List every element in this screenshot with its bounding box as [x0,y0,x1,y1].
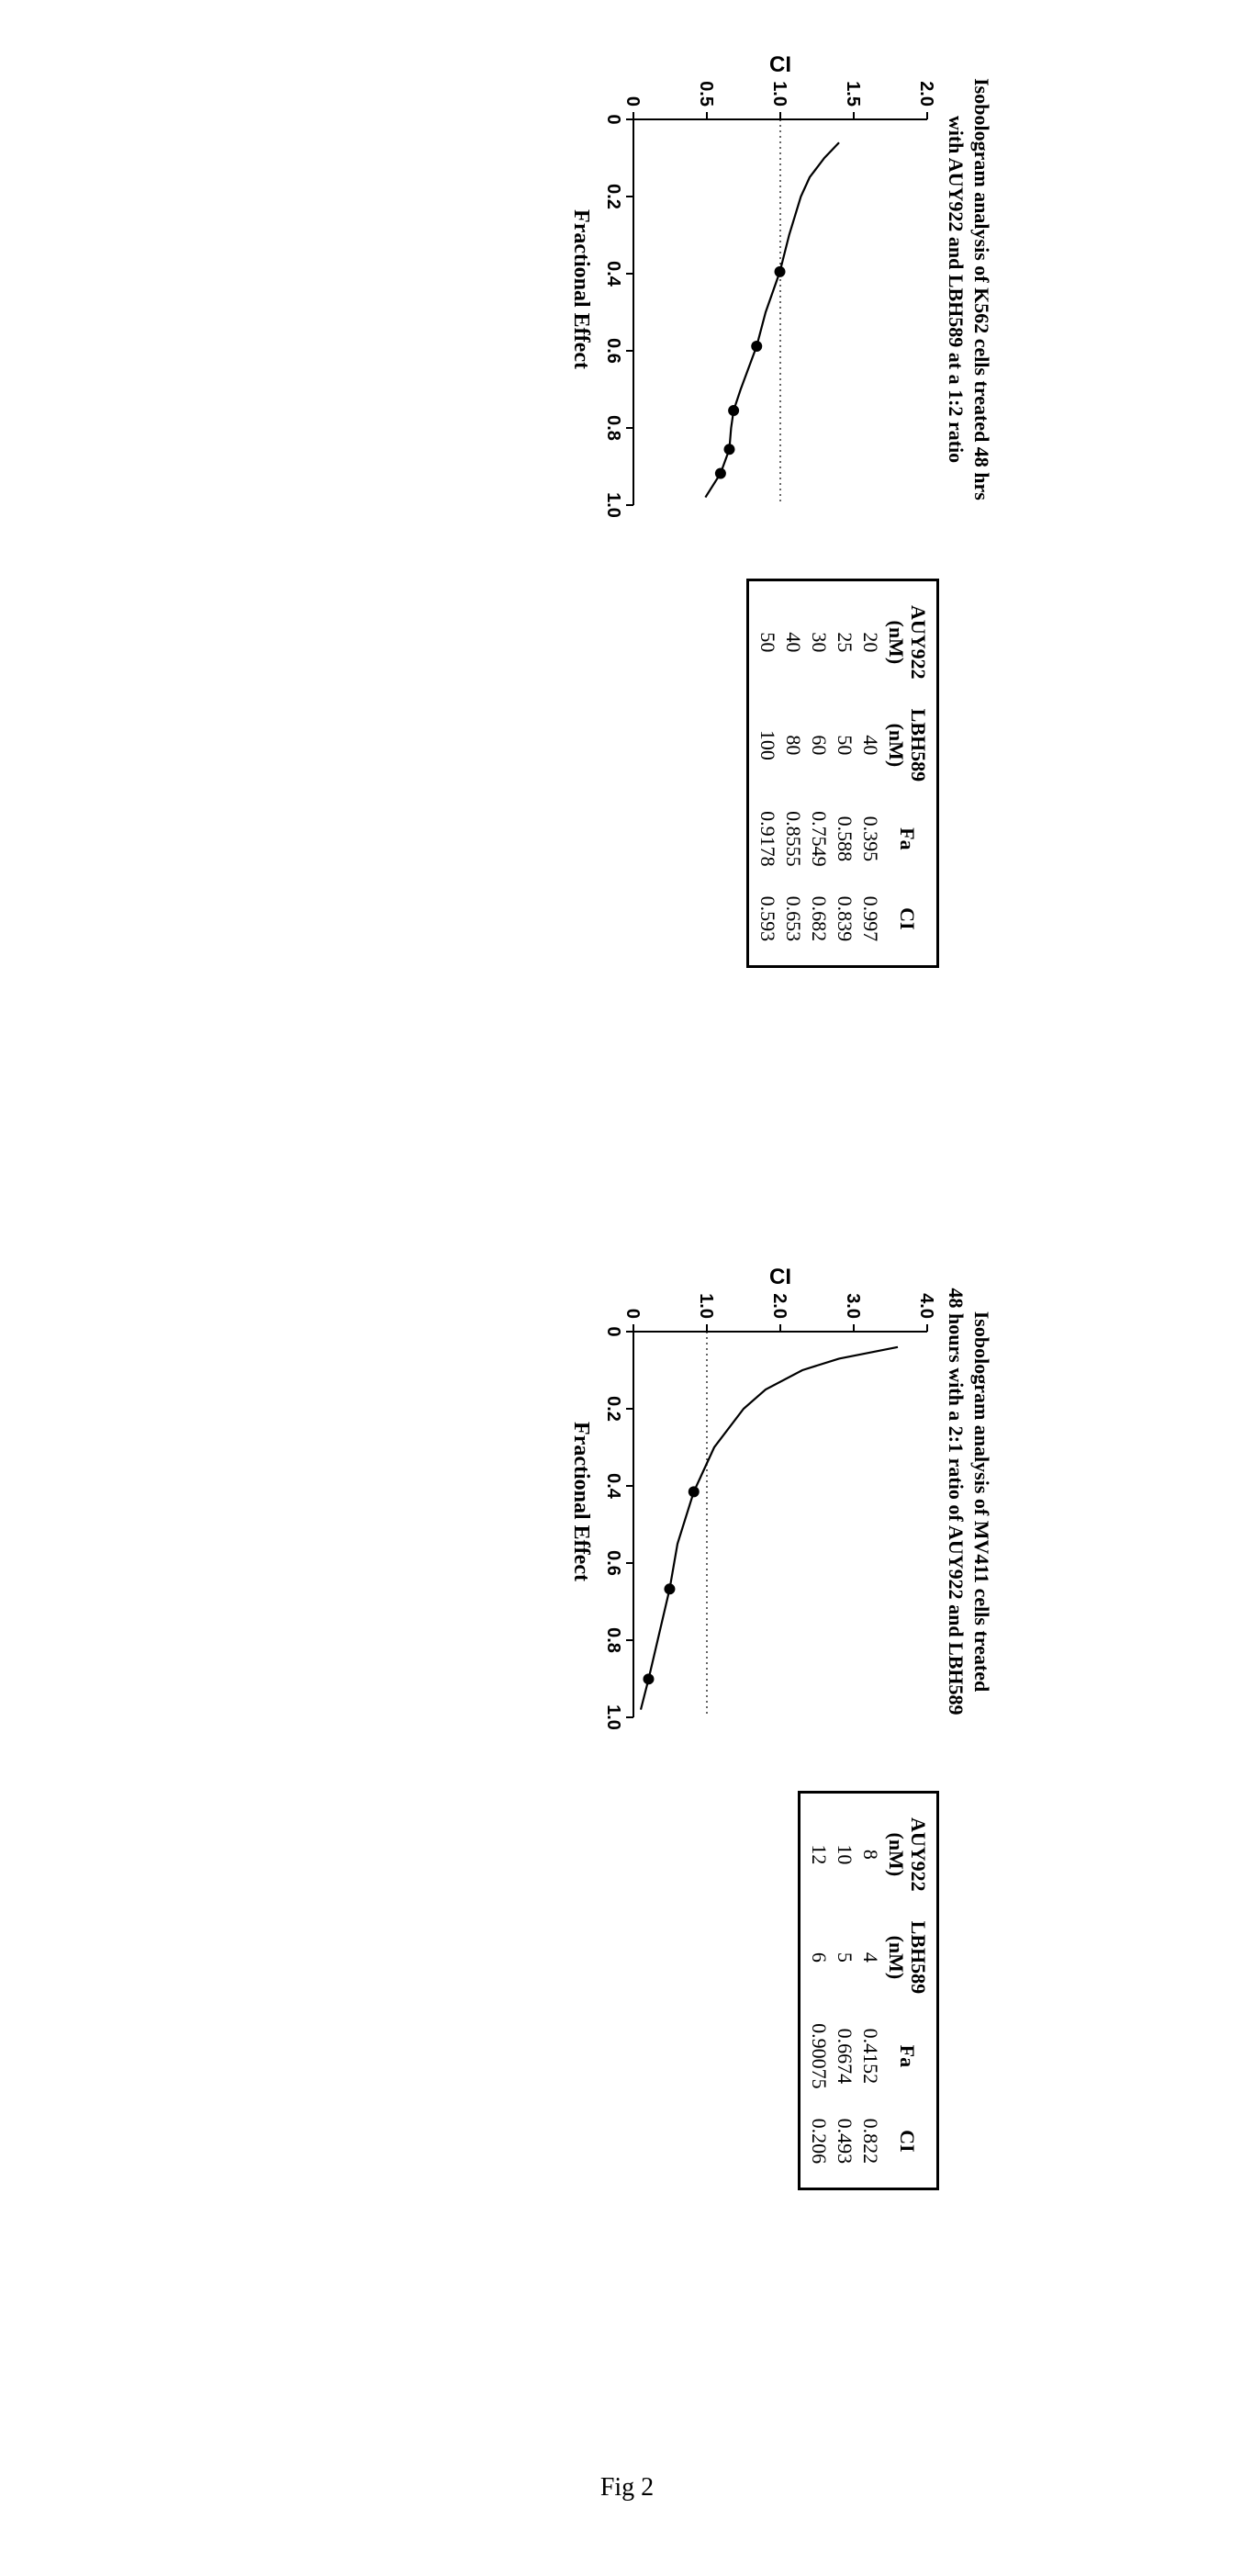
svg-text:0.5: 0.5 [696,81,716,107]
svg-text:0.6: 0.6 [603,338,623,364]
table-row: 20400.3950.997 [857,591,883,956]
svg-text:1.5: 1.5 [843,81,863,107]
table-cell: 20 [857,591,883,694]
chart-title-line1: Isobologram analysis of MV411 cells trea… [970,1311,993,1693]
svg-text:1.0: 1.0 [769,81,789,107]
table-cell: 0.7549 [806,796,832,882]
panel-inner: Isobologram analysis of K562 cells treat… [568,55,994,1157]
chart-title-line1: Isobologram analysis of K562 cells treat… [970,78,993,501]
chart-svg-mv411: 0 0.2 0.4 0.6 0.8 1.0 0 1.0 2.0 3.0 4.0 CI [597,1267,936,1736]
chart-svg-k562: 0 0.2 0.4 0.6 0.8 1.0 0 0.5 1.0 1.5 2.0 CI [597,55,936,523]
svg-text:0.4: 0.4 [603,1473,623,1500]
chart-title-line2: with AUY922 and LBH589 at a 1:2 ratio [946,116,968,463]
table-cell: 25 [832,591,857,694]
figure-label: Fig 2 [600,2473,654,2503]
table-header: CI [883,2104,931,2179]
table-header: LBH589(nM) [883,694,931,796]
panel-mv411: Isobologram analysis of MV411 cells trea… [568,1267,994,2369]
table-header: LBH589(nM) [883,1907,931,2008]
svg-text:0.2: 0.2 [603,1396,623,1422]
table-row: 40800.85550.653 [780,591,806,956]
table-row: 1260.900750.206 [806,1803,832,2178]
table-cell: 0.682 [806,882,832,957]
table-header: Fa [883,2008,931,2104]
table-wrap-k562: AUY922(nM)LBH589(nM)FaCI20400.3950.99725… [746,579,939,968]
table-header: CI [883,882,931,957]
table-cell: 0.6674 [832,2008,857,2104]
data-table-k562: AUY922(nM)LBH589(nM)FaCI20400.3950.99725… [755,591,931,956]
table-header: AUY922(nM) [883,591,931,694]
table-header: Fa [883,796,931,882]
table-cell: 4 [857,1907,883,2008]
chart-title-line2: 48 hours with a 2:1 ratio of AUY922 and … [946,1288,968,1715]
svg-text:1.0: 1.0 [603,1704,623,1730]
svg-text:2.0: 2.0 [916,81,936,107]
table-cell: 0.997 [857,882,883,957]
svg-text:0: 0 [603,1326,623,1336]
table-row: 501000.91780.593 [755,591,780,956]
table-cell: 0.8555 [780,796,806,882]
chart-block-k562: Isobologram analysis of K562 cells treat… [568,55,994,523]
svg-text:0.8: 0.8 [603,415,623,441]
panel-k562: Isobologram analysis of K562 cells treat… [568,55,994,1157]
table-cell: 40 [857,694,883,796]
table-cell: 10 [832,1803,857,1907]
table-cell: 8 [857,1803,883,1907]
chart-title-k562: Isobologram analysis of K562 cells treat… [944,78,994,501]
svg-text:CI: CI [769,55,791,77]
table-cell: 0.588 [832,796,857,882]
svg-text:CI: CI [769,1267,791,1289]
table-cell: 50 [755,591,780,694]
table-cell: 50 [832,694,857,796]
svg-text:1.0: 1.0 [696,1293,716,1319]
chart-block-mv411: Isobologram analysis of MV411 cells trea… [568,1267,994,1736]
table-cell: 5 [832,1907,857,2008]
svg-text:4.0: 4.0 [916,1293,936,1319]
table-cell: 100 [755,694,780,796]
table-cell: 0.822 [857,2104,883,2179]
table-cell: 0.593 [755,882,780,957]
table-cell: 80 [780,694,806,796]
table-cell: 0.493 [832,2104,857,2179]
table-row: 30600.75490.682 [806,591,832,956]
table-cell: 0.653 [780,882,806,957]
svg-text:0.4: 0.4 [603,261,623,287]
svg-text:0: 0 [622,1309,643,1319]
svg-text:2.0: 2.0 [769,1293,789,1319]
chart-title-mv411: Isobologram analysis of MV411 cells trea… [944,1288,994,1715]
svg-text:0: 0 [622,96,643,107]
svg-text:0: 0 [603,114,623,124]
table-row: 840.41520.822 [857,1803,883,2178]
table-cell: 0.839 [832,882,857,957]
table-wrap-mv411: AUY922(nM)LBH589(nM)FaCI840.41520.822105… [798,1791,939,2190]
panel-inner: Isobologram analysis of MV411 cells trea… [568,1267,994,2369]
table-cell: 6 [806,1907,832,2008]
table-cell: 0.90075 [806,2008,832,2104]
table-cell: 30 [806,591,832,694]
svg-text:0.8: 0.8 [603,1627,623,1653]
data-table-mv411: AUY922(nM)LBH589(nM)FaCI840.41520.822105… [806,1803,931,2178]
svg-text:0.6: 0.6 [603,1550,623,1576]
table-cell: 12 [806,1803,832,1907]
table-cell: 0.4152 [857,2008,883,2104]
table-header: AUY922(nM) [883,1803,931,1907]
table-cell: 60 [806,694,832,796]
svg-text:0.2: 0.2 [603,184,623,209]
svg-text:3.0: 3.0 [843,1293,863,1319]
table-cell: 0.206 [806,2104,832,2179]
figure-page: Isobologram analysis of K562 cells treat… [168,0,1086,2576]
table-row: 1050.66740.493 [832,1803,857,2178]
table-cell: 0.395 [857,796,883,882]
x-axis-label-k562: Fractional Effect [568,209,593,369]
table-row: 25500.5880.839 [832,591,857,956]
table-cell: 0.9178 [755,796,780,882]
x-axis-label-mv411: Fractional Effect [568,1422,593,1581]
table-cell: 40 [780,591,806,694]
svg-text:1.0: 1.0 [603,492,623,518]
